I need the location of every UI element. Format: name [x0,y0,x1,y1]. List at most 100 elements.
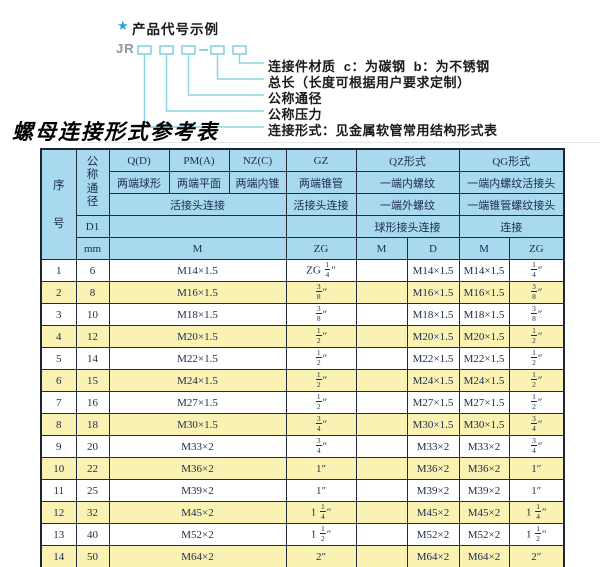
diagram-label-diameter: 公称通径 [268,91,323,106]
code-box [181,45,196,55]
header-gz-unit: ZG [285,237,357,260]
header-empty-cell [108,215,287,238]
cell-serial: 12 [40,501,77,524]
cell-qz-m [355,391,408,414]
connector [165,54,264,112]
cell-mm: 12 [75,325,110,348]
cell-gz-zg: 1″ [285,457,357,480]
cell-serial: 5 [40,347,77,370]
cell-qg-m: M64×2 [458,545,510,567]
cell-qg-m: M36×2 [458,457,510,480]
cell-serial: 1 [40,259,77,282]
cell-qz-d: M18×1.5 [406,303,460,326]
table-header: 序号 公称通径 Q(D) PM(A) NZ(C) GZ QZ形式 QG形式 两端… [40,148,565,260]
header-union-connection: 活接头连接 [108,193,287,216]
connector [216,54,264,80]
cell-mm: 25 [75,479,110,502]
header-nz-type: 两端内锥 [228,171,287,194]
cell-gz-zg: 1″ [285,479,357,502]
cell-serial: 3 [40,303,77,326]
header-qz-unit-d: D [406,237,460,260]
cell-qg-m: M45×2 [458,501,510,524]
header-pm-code: PM(A) [168,148,230,172]
header-qg-type1: 一端内螺纹活接头 [458,171,565,194]
cell-mm: 40 [75,523,110,546]
cell-qg-m: M52×2 [458,523,510,546]
cell-m-thread: M16×1.5 [108,281,287,304]
cell-qg-m: M22×1.5 [458,347,510,370]
cell-qg-zg: 1 2 ″ [508,347,565,370]
header-qg-unit-m: M [458,237,510,260]
table-row: 5 14 M22×1.5 1 2 ″ M22×1.5 M22×1.5 1 2 ″ [40,347,565,370]
connector-lines [137,45,264,128]
header-q-code: Q(D) [108,148,170,172]
cell-m-thread: M33×2 [108,435,287,458]
cell-qz-m [355,501,408,524]
cell-gz-zg: 3 8 ″ [285,281,357,304]
product-code-diagram: ★ 产品代号示例 JR 连接件材质 c：为碳钢 b：为不锈钢 总长（长度可根据用… [0,0,600,148]
cell-qg-zg: 3 8 ″ [508,281,565,304]
header-q-type: 两端球形 [108,171,170,194]
cell-mm: 22 [75,457,110,480]
header-nominal-diameter-label: 公称通径 [86,155,99,209]
diagram-label-pressure: 公称压力 [268,107,323,122]
cell-serial: 13 [40,523,77,546]
separator-line [88,142,600,143]
cell-qg-zg: 1″ [508,479,565,502]
cell-qg-m: M14×1.5 [458,259,510,282]
cell-gz-zg: 2″ [285,545,357,567]
table-row: 7 16 M27×1.5 1 2 ″ M27×1.5 M27×1.5 1 2 ″ [40,391,565,414]
cell-serial: 10 [40,457,77,480]
cell-qz-d: M30×1.5 [406,413,460,436]
cell-m-thread: M45×2 [108,501,287,524]
cell-qz-m [355,259,408,282]
header-qz-unit-m: M [355,237,408,260]
code-box [232,45,247,55]
code-box [210,45,225,55]
cell-qz-d: M14×1.5 [406,259,460,282]
connector [238,54,264,64]
header-qg-code: QG形式 [458,148,565,172]
table-row: 13 40 M52×2 1 1 2 ″ M52×2 M52×2 1 1 2 ″ [40,523,565,546]
connector [143,54,264,128]
header-qz-code: QZ形式 [355,148,460,172]
header-qg-connection: 连接 [458,215,565,238]
cell-gz-zg: 3 4 ″ [285,435,357,458]
header-nz-code: NZ(C) [228,148,287,172]
cell-serial: 9 [40,435,77,458]
cell-mm: 18 [75,413,110,436]
header-pm-type: 两端平面 [168,171,230,194]
cell-qg-m: M24×1.5 [458,369,510,392]
cell-qz-m [355,303,408,326]
table-row: 12 32 M45×2 1 1 4 ″ M45×2 M45×2 1 1 4 ″ [40,501,565,524]
cell-serial: 7 [40,391,77,414]
cell-mm: 20 [75,435,110,458]
header-qg-unit-zg: ZG [508,237,565,260]
header-gz-connection: 活接头连接 [285,193,357,216]
header-nominal-diameter: 公称通径 [75,148,110,216]
header-qz-connection: 球形接头连接 [355,215,460,238]
cell-mm: 8 [75,281,110,304]
cell-qg-zg: 2″ [508,545,565,567]
diagram-label-connection: 连接形式：见金属软管常用结构形式表 [268,123,498,138]
code-box [137,45,152,55]
cell-qg-zg: 1 4 ″ [508,259,565,282]
cell-m-thread: M24×1.5 [108,369,287,392]
table-body: 1 6 M14×1.5 ZG 1 4 ″ M14×1.5 M14×1.5 1 4 ″ 2… [40,259,565,567]
table-title: 螺母连接形式参考表 [12,120,219,144]
cell-qz-m [355,457,408,480]
header-gz-code: GZ [285,148,357,172]
table-row: 10 22 M36×2 1″ M36×2 M36×2 1″ [40,457,565,480]
cell-serial: 2 [40,281,77,304]
cell-qz-m [355,479,408,502]
cell-qg-m: M39×2 [458,479,510,502]
cell-qz-d: M39×2 [406,479,460,502]
table-row: 14 50 M64×2 2″ M64×2 M64×2 2″ [40,545,565,567]
header-qg-type2: 一端锥管螺纹接头 [458,193,565,216]
header-qz-type2: 一端外螺纹 [355,193,460,216]
cell-qg-zg: 1 1 2 ″ [508,523,565,546]
table-row: 4 12 M20×1.5 1 2 ″ M20×1.5 M20×1.5 1 2 ″ [40,325,565,348]
cell-m-thread: M20×1.5 [108,325,287,348]
cell-gz-zg: 1 2 ″ [285,347,357,370]
cell-qg-zg: 3 8 ″ [508,303,565,326]
